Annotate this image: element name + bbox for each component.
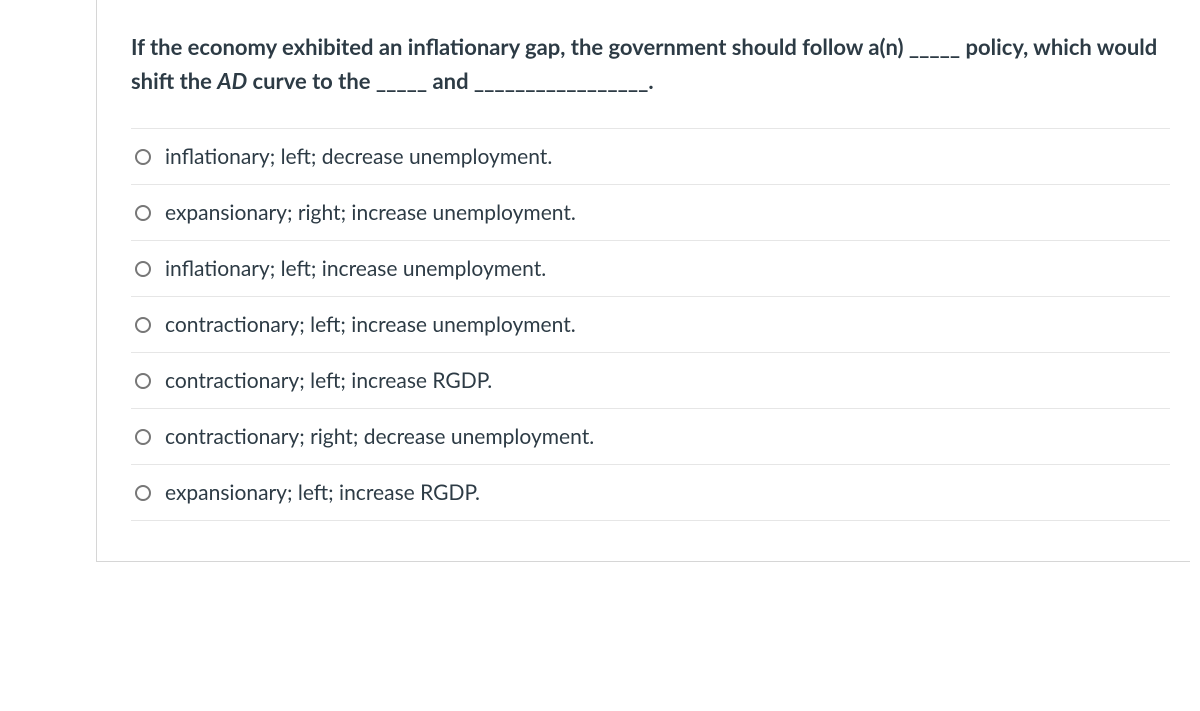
option-label: contractionary; left; increase unemploym… xyxy=(165,312,576,337)
radio-icon[interactable] xyxy=(135,429,151,445)
question-text: If the economy exhibited an inflationary… xyxy=(131,30,1170,98)
option-row[interactable]: contractionary; left; increase unemploym… xyxy=(131,297,1170,353)
radio-icon[interactable] xyxy=(135,261,151,277)
option-label: contractionary; right; decrease unemploy… xyxy=(165,424,594,449)
option-label: expansionary; right; increase unemployme… xyxy=(165,200,576,225)
option-label: contractionary; left; increase RGDP. xyxy=(165,368,492,393)
radio-icon[interactable] xyxy=(135,205,151,221)
question-part2: curve to the _____ and _________________… xyxy=(247,67,653,94)
radio-icon[interactable] xyxy=(135,373,151,389)
radio-icon[interactable] xyxy=(135,317,151,333)
option-row[interactable]: inflationary; left; increase unemploymen… xyxy=(131,241,1170,297)
question-italic: AD xyxy=(217,67,247,94)
option-row[interactable]: expansionary; left; increase RGDP. xyxy=(131,465,1170,521)
options-list: inflationary; left; decrease unemploymen… xyxy=(131,128,1170,521)
option-row[interactable]: expansionary; right; increase unemployme… xyxy=(131,185,1170,241)
option-row[interactable]: contractionary; left; increase RGDP. xyxy=(131,353,1170,409)
option-label: inflationary; left; increase unemploymen… xyxy=(165,256,546,281)
option-label: inflationary; left; decrease unemploymen… xyxy=(165,144,552,169)
radio-icon[interactable] xyxy=(135,485,151,501)
option-row[interactable]: contractionary; right; decrease unemploy… xyxy=(131,409,1170,465)
question-container: If the economy exhibited an inflationary… xyxy=(96,0,1190,562)
radio-icon[interactable] xyxy=(135,149,151,165)
option-row[interactable]: inflationary; left; decrease unemploymen… xyxy=(131,129,1170,185)
option-label: expansionary; left; increase RGDP. xyxy=(165,480,480,505)
